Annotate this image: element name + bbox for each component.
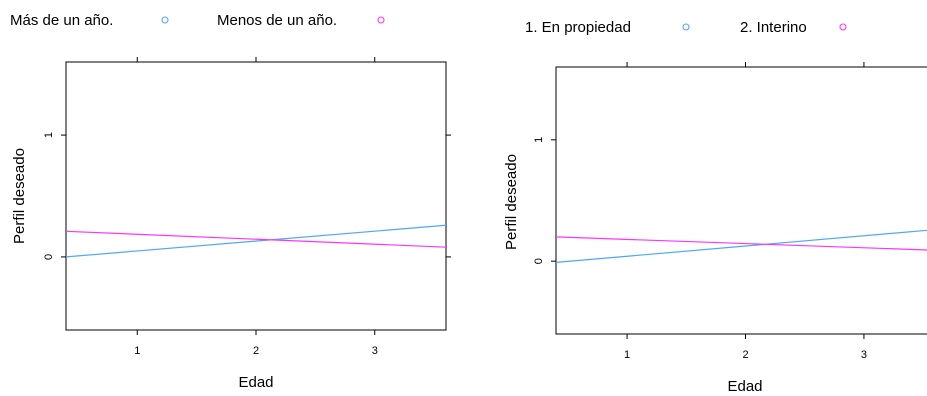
legend-label-0: 1. En propiedad <box>525 19 631 36</box>
panel-left: Más de un año. Menos de un año. 1 2 3 0 1 Ed… <box>10 12 451 391</box>
plot-area: 1 2 3 0 1 <box>533 62 927 361</box>
plot-frame <box>65 61 447 331</box>
x-tick-label: 3 <box>861 349 867 361</box>
legend: 1. En propiedad 2. Interino <box>525 19 847 36</box>
x-tick-label: 1 <box>624 349 630 361</box>
x-tick-label: 2 <box>253 345 259 357</box>
series-line-1 <box>555 236 927 251</box>
x-axis-label: Edad <box>727 378 762 395</box>
legend-marker-1 <box>377 16 385 24</box>
x-tick-label: 2 <box>742 349 748 361</box>
legend-marker-0 <box>682 23 690 31</box>
series-line-1 <box>65 230 447 248</box>
panel-right: 1. En propiedad 2. Interino 1 2 3 0 1 Edad P… <box>503 19 927 395</box>
legend: Más de un año. Menos de un año. <box>10 12 385 29</box>
y-axis-label: Perfil deseado <box>11 148 28 244</box>
y-tick-label: 1 <box>533 137 545 143</box>
legend-label-1: 2. Interino <box>740 19 807 36</box>
x-tick-label: 3 <box>372 345 378 357</box>
y-tick-label: 0 <box>533 258 545 264</box>
y-tick-label: 0 <box>43 254 55 260</box>
y-tick-label: 1 <box>43 132 55 138</box>
legend-label-0: Más de un año. <box>10 12 113 29</box>
series-line-0 <box>65 224 447 258</box>
series-line-0 <box>555 229 927 263</box>
x-tick-label: 1 <box>134 345 140 357</box>
plot-frame <box>555 66 927 335</box>
legend-marker-1 <box>839 23 847 31</box>
x-axis-label: Edad <box>238 374 273 391</box>
plot-area: 1 2 3 0 1 <box>43 57 451 357</box>
legend-label-1: Menos de un año. <box>217 12 337 29</box>
legend-marker-0 <box>161 16 169 24</box>
y-axis-label: Perfil deseado <box>503 154 520 250</box>
